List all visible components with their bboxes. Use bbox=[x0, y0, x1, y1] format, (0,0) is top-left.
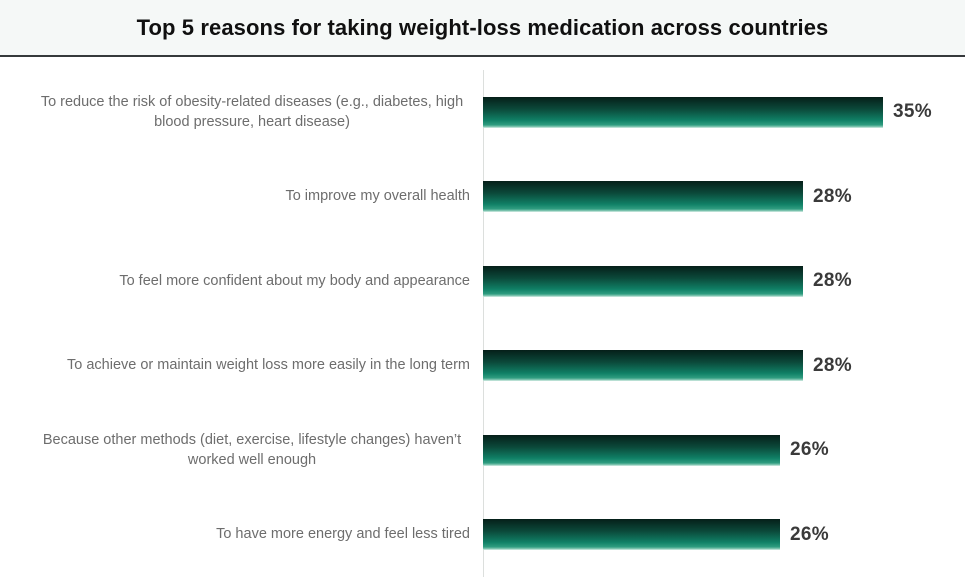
bar bbox=[483, 181, 803, 213]
category-label: To improve my overall health bbox=[285, 188, 470, 205]
category-label-cell: To feel more confident about my body and… bbox=[0, 271, 483, 292]
bar bbox=[483, 350, 803, 382]
category-label-cell: To achieve or maintain weight loss more … bbox=[0, 355, 483, 376]
bar-cell: 26% bbox=[483, 434, 965, 466]
category-label: To have more energy and feel less tired bbox=[216, 526, 470, 543]
category-label-cell: To have more energy and feel less tired bbox=[0, 524, 483, 545]
bar bbox=[483, 265, 803, 297]
bar-cell: 26% bbox=[483, 519, 965, 551]
category-label: To achieve or maintain weight loss more … bbox=[67, 357, 470, 374]
bar bbox=[483, 434, 780, 466]
category-label-cell: To improve my overall health bbox=[0, 186, 483, 207]
value-label: 35% bbox=[893, 101, 932, 123]
category-axis-line bbox=[483, 70, 484, 577]
category-label-cell: Because other methods (diet, exercise, l… bbox=[0, 430, 483, 471]
value-label: 26% bbox=[790, 439, 829, 461]
bar-cell: 28% bbox=[483, 350, 965, 382]
bar-row: To feel more confident about my body and… bbox=[0, 239, 965, 324]
value-label: 28% bbox=[813, 185, 852, 207]
bar-rows: To reduce the risk of obesity-related di… bbox=[0, 70, 965, 577]
bar bbox=[483, 519, 780, 551]
bar-cell: 28% bbox=[483, 265, 965, 297]
category-label-cell: To reduce the risk of obesity-related di… bbox=[0, 92, 483, 133]
bar-cell: 35% bbox=[483, 96, 965, 128]
bar-row: To have more energy and feel less tired … bbox=[0, 493, 965, 577]
bar-chart: To reduce the risk of obesity-related di… bbox=[0, 57, 965, 577]
value-label: 28% bbox=[813, 270, 852, 292]
title-band: Top 5 reasons for taking weight-loss med… bbox=[0, 0, 965, 57]
category-label: To reduce the risk of obesity-related di… bbox=[40, 93, 464, 131]
bar-row: To reduce the risk of obesity-related di… bbox=[0, 70, 965, 155]
value-label: 28% bbox=[813, 354, 852, 376]
bar-row: To improve my overall health 28% bbox=[0, 155, 965, 240]
bar-row: To achieve or maintain weight loss more … bbox=[0, 324, 965, 409]
category-label: To feel more confident about my body and… bbox=[119, 272, 470, 289]
bar-row: Because other methods (diet, exercise, l… bbox=[0, 408, 965, 493]
bar-cell: 28% bbox=[483, 181, 965, 213]
bar bbox=[483, 96, 883, 128]
chart-title: Top 5 reasons for taking weight-loss med… bbox=[136, 14, 829, 40]
category-label: Because other methods (diet, exercise, l… bbox=[42, 431, 462, 469]
value-label: 26% bbox=[790, 523, 829, 545]
